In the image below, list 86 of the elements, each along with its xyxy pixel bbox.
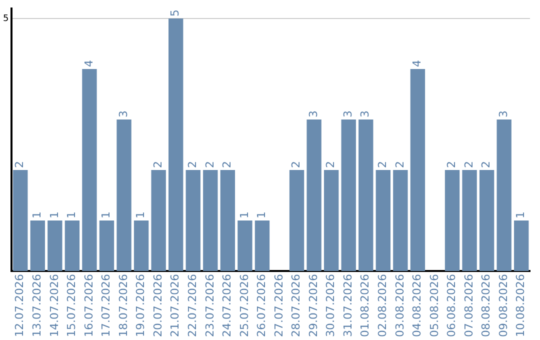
data-label: 1 (238, 212, 251, 219)
x-tick-label: 29.07.2026 (306, 274, 320, 338)
bar (479, 170, 494, 272)
bar (186, 170, 200, 272)
data-label: 2 (324, 161, 338, 168)
data-label: 2 (445, 161, 458, 168)
x-tick-label: 15.07.2026 (65, 274, 78, 338)
data-label: 2 (480, 161, 493, 168)
x-tick-label: 01.08.2026 (358, 274, 372, 338)
x-tick-label: 08.08.2026 (480, 274, 493, 338)
x-tick-label: 10.08.2026 (514, 274, 528, 338)
data-label: 1 (65, 212, 78, 219)
x-tick-label: 09.08.2026 (496, 274, 510, 338)
bar (410, 69, 426, 272)
data-label: 2 (462, 161, 476, 168)
x-tick-label: 13.07.2026 (30, 274, 44, 338)
bar (462, 170, 477, 272)
data-label: 2 (290, 161, 303, 168)
bar (48, 220, 62, 272)
x-tick-label: 21.07.2026 (168, 274, 182, 338)
bar (99, 220, 114, 272)
x-tick-label: 03.08.2026 (393, 274, 406, 338)
bar (358, 120, 374, 272)
x-tick-label: 31.07.2026 (341, 274, 354, 338)
x-tick-label: 27.07.2026 (272, 274, 286, 338)
x-tick-label: 04.08.2026 (410, 274, 424, 338)
bar (324, 170, 339, 272)
x-tick-label: 18.07.2026 (116, 274, 130, 338)
bar (254, 220, 270, 272)
data-label: 2 (186, 161, 199, 168)
bar (30, 220, 45, 272)
bar (82, 69, 97, 272)
data-label: 1 (100, 212, 113, 219)
x-tick-label: 16.07.2026 (82, 274, 96, 338)
data-label: 2 (220, 161, 234, 168)
data-label: 1 (30, 212, 44, 219)
data-label: 1 (514, 212, 528, 219)
data-label: 1 (255, 212, 268, 219)
bar (496, 120, 512, 272)
data-label: 2 (151, 161, 164, 168)
x-tick-label: 25.07.2026 (238, 274, 251, 338)
bar (151, 170, 166, 272)
x-tick-label: 06.08.2026 (445, 274, 458, 338)
bar (514, 220, 529, 272)
bar (220, 170, 236, 272)
x-tick-label: 05.08.2026 (428, 274, 441, 338)
x-tick-label: 07.08.2026 (462, 274, 476, 338)
data-label: 2 (393, 161, 406, 168)
x-tick-label: 22.07.2026 (186, 274, 199, 338)
bar (13, 170, 28, 272)
bar (168, 18, 184, 272)
x-tick-label: 19.07.2026 (134, 274, 148, 338)
bar (116, 120, 132, 272)
bar (289, 170, 304, 272)
x-tick-label: 26.07.2026 (255, 274, 268, 338)
data-label: 4 (410, 60, 424, 68)
bar (444, 170, 460, 272)
x-tick-label: 20.07.2026 (151, 274, 164, 338)
data-label: 3 (496, 110, 510, 118)
data-label: 2 (376, 161, 390, 168)
bar (341, 120, 356, 272)
bar (306, 120, 322, 272)
x-tick-label: 23.07.2026 (203, 274, 216, 338)
data-label: 4 (82, 60, 96, 68)
data-label: 5 (168, 10, 182, 16)
data-label: 1 (48, 212, 61, 219)
x-tick-label: 24.07.2026 (220, 274, 234, 338)
bar (134, 220, 149, 272)
data-label: 3 (306, 110, 320, 118)
x-tick-label: 02.08.2026 (376, 274, 390, 338)
x-tick-label: 14.07.2026 (48, 274, 61, 338)
data-label: 2 (13, 161, 26, 168)
x-tick-label: 17.07.2026 (100, 274, 113, 338)
bar (376, 170, 390, 272)
x-tick-label: 30.07.2026 (324, 274, 338, 338)
bar (238, 220, 252, 272)
data-label: 1 (134, 212, 148, 219)
bar (203, 170, 218, 272)
x-tick-label: 12.07.2026 (13, 274, 26, 338)
x-tick-label: 28.07.2026 (290, 274, 303, 338)
data-label: 2 (203, 161, 216, 168)
data-label: 3 (116, 110, 130, 118)
bar (393, 170, 408, 272)
bar (64, 220, 80, 272)
data-label: 3 (341, 110, 354, 118)
data-label: 3 (358, 110, 372, 118)
